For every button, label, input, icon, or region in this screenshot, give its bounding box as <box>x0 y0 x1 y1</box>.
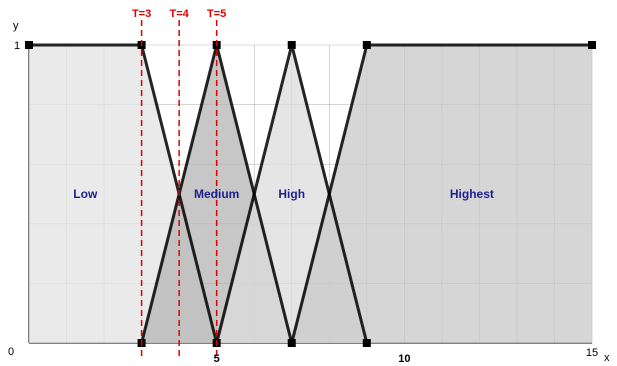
vertex-marker <box>362 339 371 347</box>
x-axis-label: x <box>604 352 610 364</box>
vertex-marker <box>287 41 296 49</box>
set-label-high: High <box>278 187 305 201</box>
x-tick-label: 10 <box>398 353 410 365</box>
area-highest <box>291 45 592 343</box>
x-tick-label: 5 <box>214 353 220 365</box>
threshold-label: T=5 <box>207 8 226 20</box>
vertex-marker <box>588 41 596 49</box>
y-tick-label: 1 <box>14 40 20 52</box>
y-axis-label: y <box>13 20 19 32</box>
set-label-low: Low <box>73 187 98 201</box>
threshold-lines <box>140 20 218 360</box>
vertex-marker <box>287 339 296 347</box>
threshold-label: T=3 <box>132 8 151 20</box>
set-label-highest: Highest <box>450 187 494 201</box>
chart-labels: T=3 T=4 T=5 Low Medium High Highest 0 5 10 15 1 x y <box>8 8 610 365</box>
threshold-label: T=4 <box>170 8 190 20</box>
x-tick-label: 0 <box>8 346 14 358</box>
x-tick-label: 15 <box>586 347 598 359</box>
vertex-marker <box>25 41 33 49</box>
set-label-medium: Medium <box>194 187 239 201</box>
membership-areas <box>29 45 592 343</box>
vertex-marker <box>362 41 371 49</box>
